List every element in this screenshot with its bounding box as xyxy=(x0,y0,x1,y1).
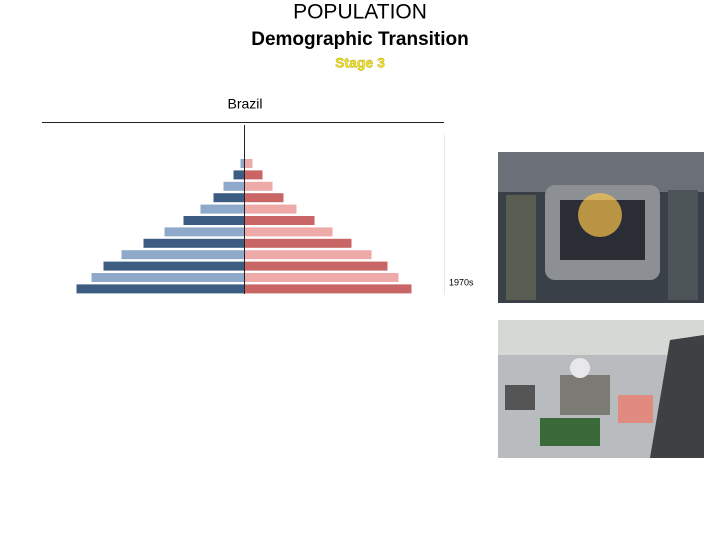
bar xyxy=(240,159,245,168)
bar xyxy=(164,227,245,237)
worker-right xyxy=(668,190,698,300)
bar xyxy=(244,250,372,260)
sparks xyxy=(578,193,622,237)
hairnet xyxy=(570,358,590,378)
bar xyxy=(244,193,284,203)
bar xyxy=(91,273,245,282)
bar xyxy=(244,273,399,282)
bar xyxy=(244,238,352,248)
bar xyxy=(121,250,245,260)
box xyxy=(618,395,653,423)
slide-subtitle: Demographic Transition xyxy=(251,29,468,50)
bar xyxy=(213,193,245,203)
bar xyxy=(244,261,388,271)
period-label: 1970s xyxy=(449,277,474,287)
circuit-board xyxy=(540,418,600,446)
bar xyxy=(233,170,245,180)
slide-title: POPULATION xyxy=(293,1,427,24)
bar xyxy=(244,284,412,294)
conveyor xyxy=(650,335,704,458)
bar xyxy=(244,159,253,168)
pyramid xyxy=(76,159,412,294)
bar xyxy=(183,216,245,225)
worker xyxy=(560,375,610,415)
bar xyxy=(244,181,273,191)
bar xyxy=(76,284,245,294)
bar xyxy=(103,261,245,271)
electronics-photo xyxy=(498,320,704,458)
laptop xyxy=(505,385,535,410)
worker-left xyxy=(506,195,536,300)
chart-title: Brazil xyxy=(227,96,262,112)
bar xyxy=(200,204,245,214)
bar xyxy=(223,181,245,191)
bar xyxy=(143,238,245,248)
bar xyxy=(244,204,297,214)
bar xyxy=(244,170,263,180)
bar xyxy=(244,216,315,225)
factory-photo xyxy=(498,152,704,303)
bar xyxy=(244,227,333,237)
stage-label: Stage 3 xyxy=(335,55,385,71)
